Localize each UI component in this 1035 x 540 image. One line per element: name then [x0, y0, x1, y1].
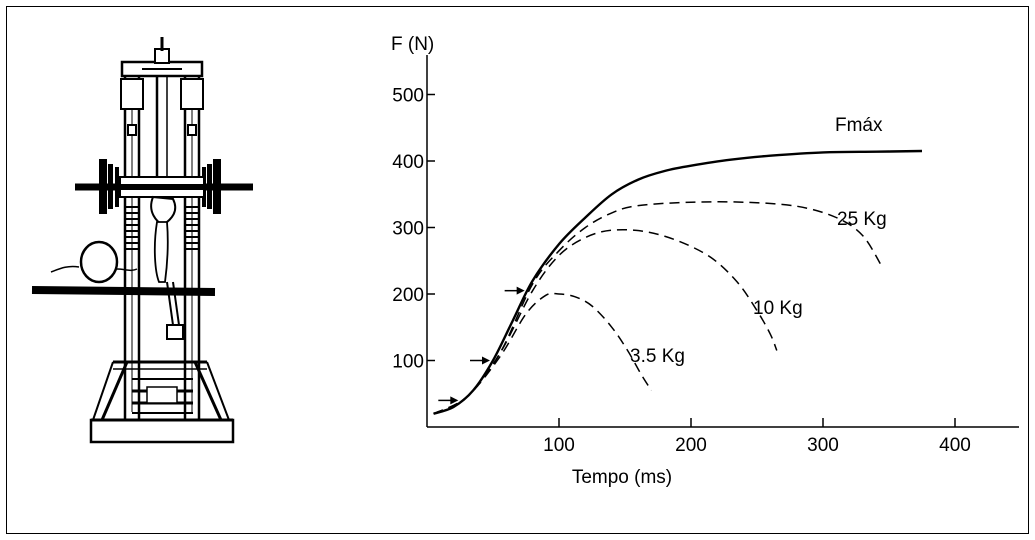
- force-time-chart: 100 200 300 400 100 200 300 400 500 F (N) Tempo…: [391, 34, 1019, 488]
- y-ticks: 100 200 300 400 500: [392, 86, 435, 373]
- leg-press-dynamometer-icon: [31, 37, 253, 444]
- x-tick-label: 300: [807, 435, 839, 456]
- y-tick-label: 400: [392, 152, 424, 173]
- y-axis-label: F (N): [391, 34, 434, 55]
- arrow-markers: [438, 286, 525, 405]
- x-tick-label: 400: [939, 435, 971, 456]
- series-label-25kg: 25 Kg: [837, 209, 887, 230]
- series-layer: [433, 149, 923, 415]
- y-tick-label: 500: [392, 86, 424, 107]
- y-tick-label: 200: [392, 285, 424, 306]
- series-line-fm-x: [433, 149, 923, 415]
- chart-axes: [426, 55, 1019, 428]
- series-line-10-kg: [433, 228, 778, 415]
- y-tick-label: 100: [392, 352, 424, 373]
- x-tick-label: 100: [543, 435, 575, 456]
- x-axis-label: Tempo (ms): [572, 467, 672, 488]
- series-label-3-5kg: 3.5 Kg: [630, 346, 685, 367]
- series-label-fmax: Fmáx: [835, 115, 883, 136]
- series-label-10kg: 10 Kg: [753, 298, 803, 319]
- x-tick-label: 200: [675, 435, 707, 456]
- arrow-head: [450, 396, 459, 405]
- arrow-head: [516, 286, 525, 295]
- figure-frame: 100 200 300 400 100 200 300 400 500 F (N) Tempo…: [6, 6, 1029, 534]
- arrow-head: [482, 356, 490, 365]
- series-line-3-5-kg: [433, 292, 653, 415]
- x-ticks: 100 200 300 400: [543, 418, 971, 456]
- figure-canvas: 100 200 300 400 100 200 300 400 500 F (N) Tempo…: [31, 34, 1019, 488]
- y-tick-label: 300: [392, 219, 424, 240]
